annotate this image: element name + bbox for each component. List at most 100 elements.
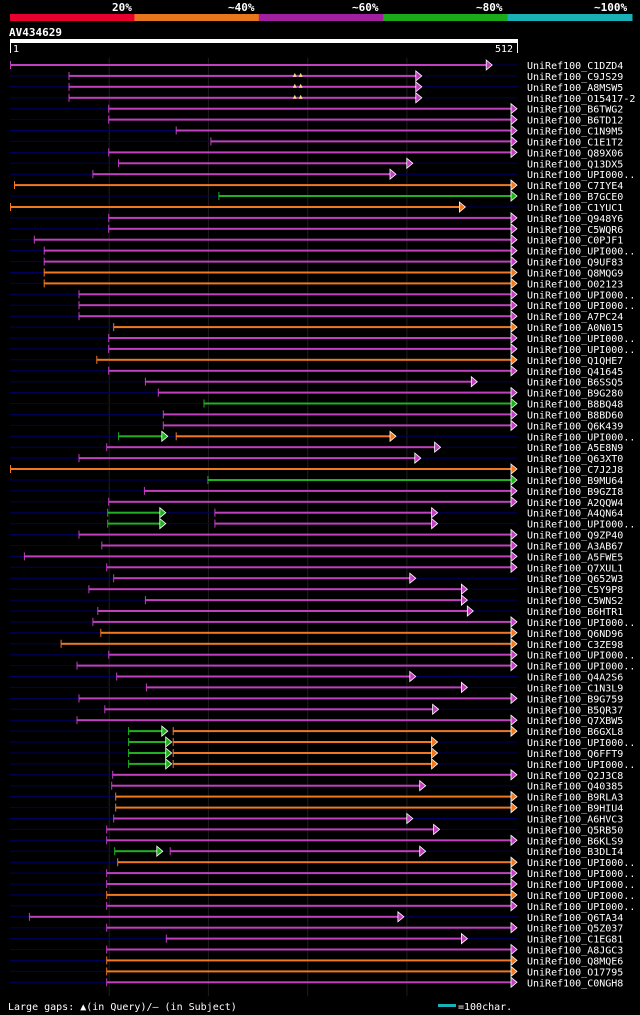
hit-name[interactable]: UniRef100_A4QN64: [527, 509, 623, 520]
hit-row[interactable]: UniRef100_B6GXL8: [10, 725, 623, 738]
hit-row[interactable]: UniRef100_Q652W3: [10, 572, 623, 585]
hit-name[interactable]: UniRef100_B6KLS9: [527, 836, 623, 847]
hit-name[interactable]: UniRef100_C1N3L9: [527, 683, 623, 694]
hit-row[interactable]: UniRef100_UPI000..: [10, 343, 635, 356]
hit-name[interactable]: UniRef100_Q6ND96: [527, 629, 623, 640]
hit-row[interactable]: UniRef100_C3ZE98: [10, 637, 623, 651]
hit-row[interactable]: UniRef100_UPI000..: [10, 430, 635, 443]
hit-name[interactable]: UniRef100_UPI000..: [527, 869, 635, 880]
hit-name[interactable]: UniRef100_C0NGH8: [527, 978, 623, 989]
hit-name[interactable]: UniRef100_B9G280: [527, 389, 623, 400]
hit-row[interactable]: UniRef100_A8JGC3: [10, 943, 623, 957]
hit-name[interactable]: UniRef100_C1E1T2: [527, 137, 623, 148]
hit-name[interactable]: UniRef100_C1YUC1: [527, 203, 623, 214]
hit-row[interactable]: UniRef100_UPI000..: [10, 332, 635, 345]
hit-name[interactable]: UniRef100_O17795: [527, 967, 623, 978]
hit-name[interactable]: UniRef100_UPI000..: [527, 880, 635, 891]
hit-row[interactable]: UniRef100_Q13DX5: [10, 157, 623, 170]
hit-name[interactable]: UniRef100_Q6FFT9: [527, 749, 623, 760]
hit-name[interactable]: UniRef100_Q6TA34: [527, 913, 623, 924]
hit-name[interactable]: UniRef100_B6TWG2: [527, 105, 623, 116]
hit-row[interactable]: UniRef100_C1YUC1: [10, 201, 623, 214]
hit-name[interactable]: UniRef100_UPI000..: [527, 170, 635, 181]
hit-row[interactable]: UniRef100_B9HIU4: [10, 801, 623, 815]
hit-name[interactable]: UniRef100_UPI000..: [527, 662, 635, 673]
hit-row[interactable]: UniRef100_Q5Z037: [10, 921, 623, 935]
hit-row[interactable]: UniRef100_UPI000..: [10, 736, 635, 749]
hit-name[interactable]: UniRef100_B6GXL8: [527, 727, 623, 738]
hit-name[interactable]: UniRef100_Q948Y6: [527, 214, 623, 225]
hit-name[interactable]: UniRef100_UPI000..: [527, 520, 635, 531]
hit-name[interactable]: UniRef100_Q6K439: [527, 421, 623, 432]
hit-row[interactable]: UniRef100_UPI000..: [10, 288, 635, 301]
hit-row[interactable]: UniRef100_Q63XT0: [10, 452, 623, 465]
hit-name[interactable]: UniRef100_B9HIU4: [527, 804, 623, 815]
hit-name[interactable]: UniRef100_C7J2J8: [527, 465, 623, 476]
hit-row[interactable]: UniRef100_C1EG81: [10, 932, 623, 946]
hit-name[interactable]: UniRef100_C1DZD4: [527, 61, 623, 72]
hit-row[interactable]: UniRef100_UPI000..: [10, 616, 635, 629]
hit-name[interactable]: UniRef100_Q89X06: [527, 148, 623, 159]
hit-name[interactable]: UniRef100_Q9ZP40: [527, 531, 623, 542]
hit-name[interactable]: UniRef100_UPI000..: [527, 432, 635, 443]
hit-row[interactable]: UniRef100_C7J2J8: [10, 463, 623, 476]
hit-name[interactable]: UniRef100_A3AB67: [527, 542, 623, 553]
hit-row[interactable]: UniRef100_Q7XUL1: [10, 561, 623, 574]
hit-row[interactable]: UniRef100_C0PJF1: [10, 233, 623, 247]
hit-name[interactable]: UniRef100_A7PC24: [527, 312, 623, 323]
hit-name[interactable]: UniRef100_C0PJF1: [527, 236, 623, 247]
hit-row[interactable]: UniRef100_B9RLA3: [10, 790, 623, 804]
hit-row[interactable]: UniRef100_Q6TA34: [10, 910, 623, 924]
hit-row[interactable]: UniRef100_C7IYE4: [10, 179, 623, 192]
hit-name[interactable]: UniRef100_A8JGC3: [527, 946, 623, 957]
hit-name[interactable]: UniRef100_C1N9M5: [527, 127, 623, 138]
hit-row[interactable]: UniRef100_C1E1T2: [10, 135, 623, 148]
hit-row[interactable]: UniRef100_Q5RB50: [10, 823, 623, 836]
hit-row[interactable]: UniRef100_B6HTR1: [10, 605, 623, 618]
hit-row[interactable]: UniRef100_Q1QHE7: [10, 353, 623, 367]
hit-name[interactable]: UniRef100_B9MU64: [527, 476, 623, 487]
hit-row[interactable]: UniRef100_B9G759: [10, 692, 623, 705]
hit-name[interactable]: UniRef100_Q652W3: [527, 574, 623, 585]
hit-row[interactable]: UniRef100_B3DLI4: [10, 845, 623, 858]
hit-row[interactable]: UniRef100_UPI000..: [10, 899, 635, 913]
hit-name[interactable]: UniRef100_Q9UF83: [527, 258, 623, 269]
hit-name[interactable]: UniRef100_UPI000..: [527, 891, 635, 902]
hit-name[interactable]: UniRef100_A6HVC3: [527, 815, 623, 826]
hit-row[interactable]: UniRef100_Q6K439: [10, 419, 623, 432]
hit-row[interactable]: UniRef100_B9MU64: [10, 474, 623, 487]
hit-name[interactable]: UniRef100_Q40385: [527, 782, 623, 793]
hit-row[interactable]: UniRef100_A8MSW5: [10, 80, 623, 94]
hit-row[interactable]: UniRef100_A5E8N9: [10, 441, 623, 454]
hit-name[interactable]: UniRef100_UPI000..: [527, 301, 635, 312]
hit-row[interactable]: UniRef100_UPI000..: [10, 856, 635, 869]
hit-name[interactable]: UniRef100_B6SSQ5: [527, 378, 623, 389]
hit-row[interactable]: UniRef100_A3AB67: [10, 539, 623, 553]
hit-name[interactable]: UniRef100_UPI000..: [527, 247, 635, 258]
hit-row[interactable]: UniRef100_Q6ND96: [10, 626, 623, 640]
hit-row[interactable]: UniRef100_B5QR37: [10, 703, 623, 716]
hit-row[interactable]: UniRef100_Q9UF83: [10, 255, 623, 269]
hit-name[interactable]: UniRef100_B8BD60: [527, 410, 623, 421]
hit-row[interactable]: UniRef100_C5WNS2: [10, 594, 623, 607]
hit-name[interactable]: UniRef100_UPI000..: [527, 618, 635, 629]
hit-name[interactable]: UniRef100_O02123: [527, 279, 623, 290]
hit-row[interactable]: UniRef100_B8BD60: [10, 408, 623, 421]
hit-row[interactable]: UniRef100_UPI000..: [10, 648, 635, 662]
hit-name[interactable]: UniRef100_B6TD12: [527, 116, 623, 127]
hit-row[interactable]: UniRef100_A5FWE5: [10, 550, 623, 563]
hit-name[interactable]: UniRef100_C3ZE98: [527, 640, 623, 651]
hit-name[interactable]: UniRef100_UPI000..: [527, 290, 635, 301]
hit-row[interactable]: UniRef100_B8BQ48: [10, 397, 623, 411]
hit-row[interactable]: UniRef100_O15417-2: [10, 91, 635, 105]
hit-row[interactable]: UniRef100_B9GZI8: [10, 485, 623, 498]
hit-row[interactable]: UniRef100_B6TD12: [10, 113, 623, 127]
hit-row[interactable]: UniRef100_C5Y9P8: [10, 583, 623, 596]
hit-name[interactable]: UniRef100_UPI000..: [527, 334, 635, 345]
hit-row[interactable]: UniRef100_Q6FFT9: [10, 747, 623, 760]
hit-name[interactable]: UniRef100_C1EG81: [527, 935, 623, 946]
hit-name[interactable]: UniRef100_A8MSW5: [527, 83, 623, 94]
hit-row[interactable]: UniRef100_C1DZD4: [10, 59, 623, 72]
hit-name[interactable]: UniRef100_C9JS29: [527, 72, 623, 83]
hit-name[interactable]: UniRef100_Q8MQE6: [527, 956, 623, 967]
